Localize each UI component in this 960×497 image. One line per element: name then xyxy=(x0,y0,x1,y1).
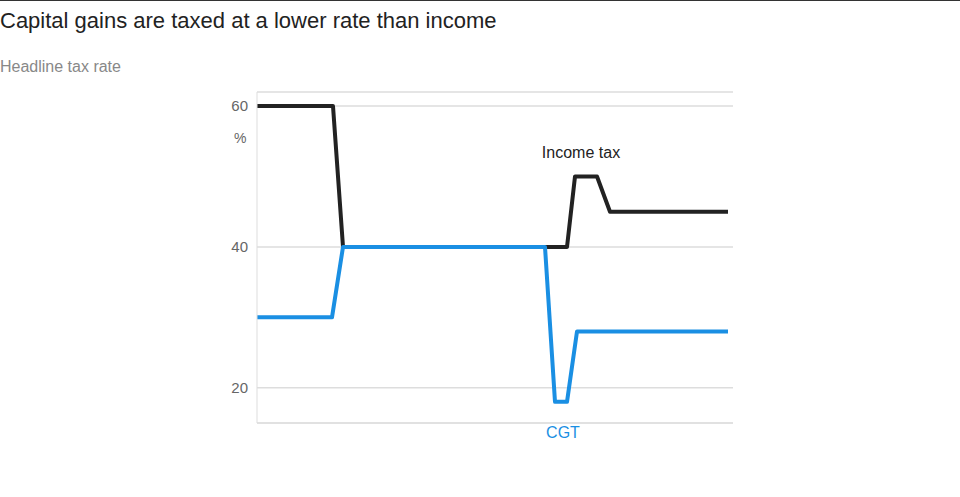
html-text:CGT: CGT xyxy=(546,424,580,441)
svg-text:40: 40 xyxy=(231,238,248,255)
svg-text:20: 20 xyxy=(231,379,248,396)
html-text:Capital gains are taxed at a l: Capital gains are taxed at a lower rate … xyxy=(0,8,497,33)
html-text:Headline tax rate: Headline tax rate xyxy=(0,58,121,75)
html-text:Income tax: Income tax xyxy=(541,144,621,161)
svg-text:60: 60 xyxy=(231,97,248,114)
